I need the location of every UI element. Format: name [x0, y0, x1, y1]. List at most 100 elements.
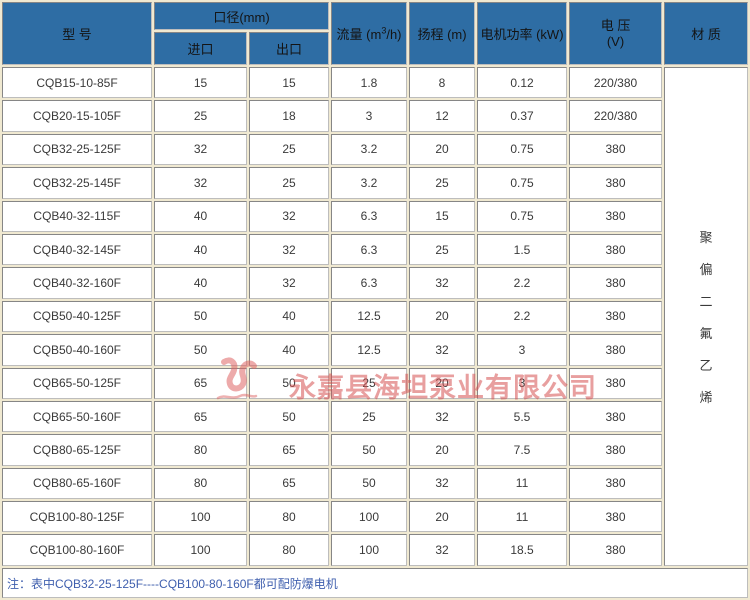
- value-cell: 380: [569, 233, 663, 266]
- value-cell: 3: [477, 334, 568, 366]
- table-row: CQB40-32-145F 40 32 6.3 25 1.5 380: [2, 233, 748, 266]
- value-cell: 8: [409, 67, 476, 99]
- header-flow-suffix: /h): [386, 27, 402, 42]
- value-cell: 25: [249, 167, 330, 199]
- header-flow: 流量 (m3/h): [331, 2, 408, 65]
- value-cell: 380: [569, 167, 663, 199]
- value-cell: 3: [331, 100, 408, 132]
- value-cell: 0.37: [477, 100, 568, 132]
- value-cell: 32: [409, 267, 476, 299]
- model-cell: CQB20-15-105F: [2, 100, 152, 132]
- value-cell: 80: [154, 467, 247, 500]
- value-cell: 65: [249, 467, 330, 500]
- value-cell: 65: [154, 400, 247, 433]
- header-voltage-line1: 电 压: [600, 17, 631, 33]
- value-cell: 380: [569, 467, 663, 500]
- value-cell: 18: [249, 100, 330, 132]
- value-cell: 100: [154, 534, 247, 566]
- value-cell: 25: [154, 100, 247, 132]
- value-cell: 50: [154, 300, 247, 333]
- value-cell: 15: [409, 200, 476, 232]
- table-row: CQB15-10-85F 15 15 1.8 8 0.12 220/380 聚偏二氟乙烯: [2, 67, 749, 566]
- value-cell: 25: [331, 367, 408, 399]
- model-cell: CQB80-65-125F: [2, 434, 152, 466]
- value-cell: 32: [409, 534, 476, 566]
- value-cell: 80: [249, 501, 330, 533]
- value-cell: 1.5: [477, 233, 568, 266]
- value-cell: 7.5: [477, 434, 568, 466]
- footnote: 注：表中CQB32-25-125F----CQB100-80-160F都可配防爆…: [2, 568, 749, 598]
- model-cell: CQB40-32-115F: [2, 200, 152, 232]
- table-row: CQB32-25-145F 32 25 3.2 25 0.75 380: [2, 167, 748, 199]
- value-cell: 32: [249, 267, 330, 299]
- value-cell: 32: [409, 400, 476, 433]
- value-cell: 380: [569, 200, 663, 232]
- value-cell: 3.2: [331, 133, 408, 166]
- model-cell: CQB50-40-160F: [2, 334, 152, 366]
- value-cell: 32: [409, 467, 476, 500]
- header-head: 扬程 (m): [409, 2, 476, 65]
- model-cell: CQB32-25-125F: [2, 133, 152, 166]
- model-cell: CQB40-32-145F: [2, 233, 152, 266]
- value-cell: 380: [569, 434, 663, 466]
- value-cell: 0.75: [477, 133, 568, 166]
- value-cell: 12: [409, 100, 476, 132]
- value-cell: 6.3: [331, 200, 408, 232]
- table-row: CQB80-65-160F 80 65 50 32 11 380: [2, 467, 748, 500]
- value-cell: 32: [249, 200, 330, 232]
- value-cell: 32: [249, 233, 330, 266]
- value-cell: 100: [331, 501, 408, 533]
- model-cell: CQB15-10-85F: [2, 67, 152, 99]
- table-row: CQB100-80-125F 100 80 100 20 11 380: [2, 501, 748, 533]
- value-cell: 2.2: [477, 267, 568, 299]
- value-cell: 65: [154, 367, 247, 399]
- value-cell: 15: [154, 67, 247, 99]
- header-material: 材 质: [664, 2, 749, 65]
- header-power: 电机功率 (kW): [477, 2, 568, 65]
- table-row: CQB100-80-160F 100 80 100 32 18.5 380: [2, 534, 748, 566]
- value-cell: 32: [154, 167, 247, 199]
- value-cell: 100: [154, 501, 247, 533]
- value-cell: 380: [569, 300, 663, 333]
- table-row: CQB65-50-160F 65 50 25 32 5.5 380: [2, 400, 748, 433]
- value-cell: 100: [331, 534, 408, 566]
- value-cell: 40: [249, 300, 330, 333]
- value-cell: 6.3: [331, 233, 408, 266]
- value-cell: 20: [409, 434, 476, 466]
- value-cell: 18.5: [477, 534, 568, 566]
- value-cell: 380: [569, 367, 663, 399]
- value-cell: 380: [569, 400, 663, 433]
- value-cell: 0.12: [477, 67, 568, 99]
- table-body: CQB15-10-85F 15 15 1.8 8 0.12 220/380 聚偏二氟乙烯 CQB…: [2, 67, 749, 566]
- value-cell: 32: [409, 334, 476, 366]
- header-voltage: 电 压 (V): [569, 2, 663, 65]
- header-model: 型 号: [2, 2, 152, 65]
- table-row: CQB50-40-160F 50 40 12.5 32 3 380: [2, 334, 748, 366]
- value-cell: 25: [409, 167, 476, 199]
- value-cell: 1.8: [331, 67, 408, 99]
- model-cell: CQB100-80-125F: [2, 501, 152, 533]
- table-row: CQB65-50-125F 65 50 25 20 3 380: [2, 367, 748, 399]
- value-cell: 20: [409, 133, 476, 166]
- value-cell: 380: [569, 534, 663, 566]
- model-cell: CQB65-50-160F: [2, 400, 152, 433]
- value-cell: 25: [249, 133, 330, 166]
- value-cell: 50: [249, 400, 330, 433]
- table-row: CQB40-32-115F 40 32 6.3 15 0.75 380: [2, 200, 748, 232]
- header-voltage-line2: (V): [606, 33, 625, 49]
- value-cell: 2.2: [477, 300, 568, 333]
- model-cell: CQB40-32-160F: [2, 267, 152, 299]
- value-cell: 80: [249, 534, 330, 566]
- material-value: 聚偏二氟乙烯: [699, 230, 713, 405]
- model-cell: CQB100-80-160F: [2, 534, 152, 566]
- value-cell: 40: [154, 200, 247, 232]
- value-cell: 50: [249, 367, 330, 399]
- value-cell: 40: [154, 233, 247, 266]
- value-cell: 65: [249, 434, 330, 466]
- value-cell: 20: [409, 501, 476, 533]
- value-cell: 380: [569, 334, 663, 366]
- value-cell: 11: [477, 501, 568, 533]
- value-cell: 40: [249, 334, 330, 366]
- value-cell: 20: [409, 367, 476, 399]
